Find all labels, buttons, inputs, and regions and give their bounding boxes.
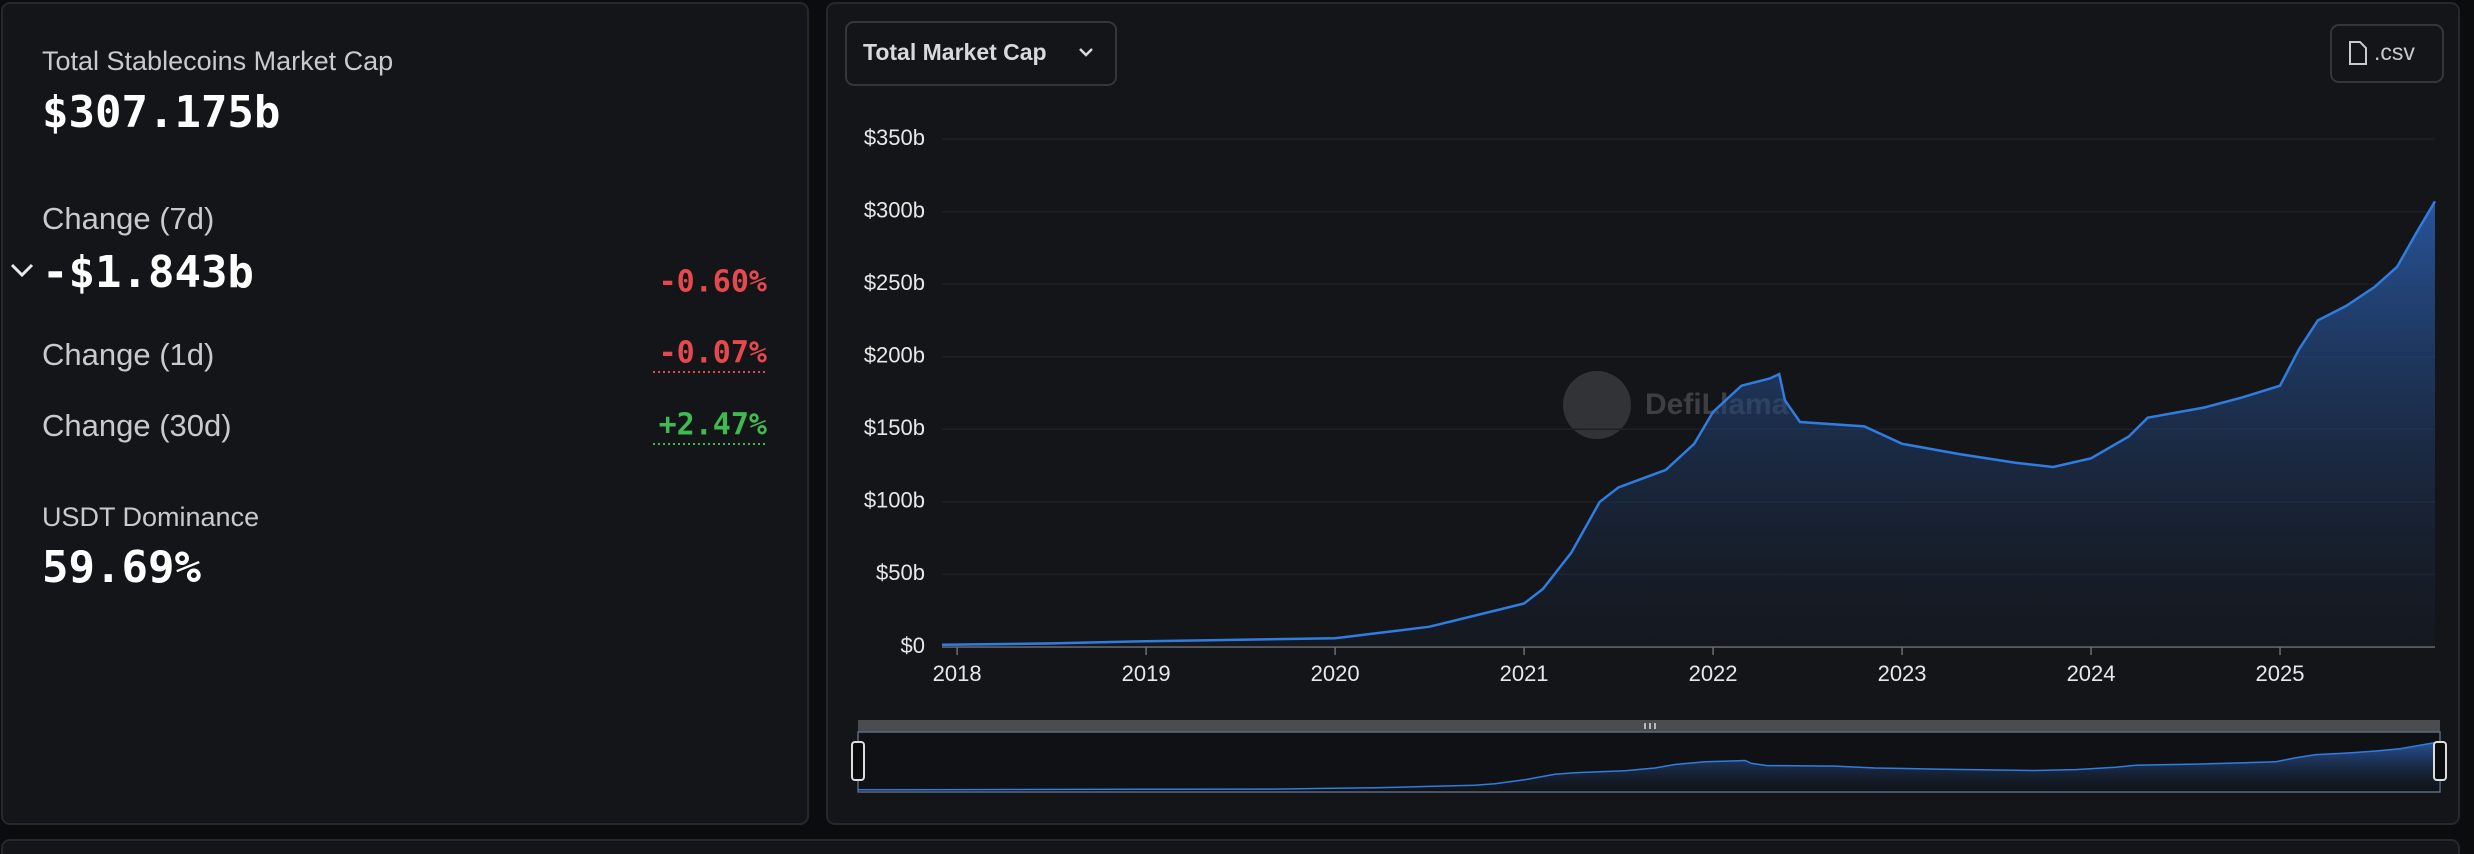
change-7d-value: -$1.843b	[42, 247, 254, 298]
metric-dropdown[interactable]	[845, 21, 1117, 86]
navigator-bar	[858, 720, 2440, 732]
y-tick-label: $0	[901, 633, 925, 658]
y-tick-label: $350b	[864, 125, 925, 150]
x-tick-label: 2022	[1689, 661, 1738, 686]
y-tick-label: $200b	[864, 343, 925, 368]
change-7d-label: Change (7d)	[42, 201, 214, 236]
dominance-value: 59.69%	[42, 542, 201, 593]
change-7d-percent: -0.60%	[659, 265, 767, 300]
file-icon	[2349, 41, 2367, 65]
y-tick-label: $100b	[864, 488, 925, 513]
line	[941, 200, 2437, 647]
change-1d-label: Change (1d)	[42, 337, 214, 372]
x-tick-label: 2019	[1122, 661, 1171, 686]
csv-button[interactable]	[2330, 24, 2444, 83]
navigator-handle[interactable]	[851, 741, 865, 781]
expand-chevron[interactable]	[10, 263, 34, 278]
line	[857, 741, 2441, 791]
market-cap-value: $307.175b	[42, 87, 280, 138]
dropdown-label: Total Market Cap	[863, 39, 1047, 65]
x-tick-label: 2025	[2256, 661, 2305, 686]
market-cap-label: Total Stablecoins Market Cap	[42, 46, 393, 76]
area-fill	[942, 201, 2435, 647]
change-1d-percent: -0.07%	[659, 336, 767, 371]
x-tick-label: 2021	[1500, 661, 1549, 686]
x-tick-label: 2024	[2067, 661, 2116, 686]
y-tick-label: $250b	[864, 270, 925, 295]
x-tick-label: 2020	[1311, 661, 1360, 686]
y-tick-label: $50b	[876, 560, 925, 585]
summary-panel	[1, 2, 809, 825]
watermark-logo	[1563, 371, 1631, 439]
dominance-label: USDT Dominance	[42, 502, 259, 532]
x-tick-label: 2023	[1878, 661, 1927, 686]
next-panel	[1, 839, 2460, 854]
y-tick-label: $150b	[864, 415, 925, 440]
x-tick-label: 2018	[933, 661, 982, 686]
change-30d-label: Change (30d)	[42, 408, 232, 443]
navigator-handle[interactable]	[2433, 741, 2447, 781]
dropdown-chevron	[1079, 48, 1093, 57]
change-30d-percent: +2.47%	[659, 408, 767, 443]
y-tick-label: $300b	[864, 197, 925, 222]
csv-label: .csv	[2374, 39, 2415, 65]
area-fill	[858, 741, 2440, 790]
